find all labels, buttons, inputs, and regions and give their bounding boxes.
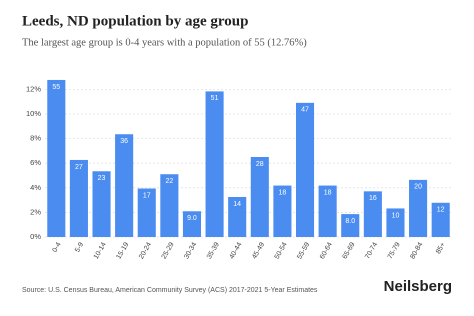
x-tick-label: 50-54 — [274, 241, 289, 260]
x-tick-label: 5-9 — [74, 241, 85, 253]
data-label: 18 — [279, 189, 287, 196]
data-label: 36 — [120, 138, 128, 145]
data-label: 22 — [165, 178, 173, 185]
x-tick-label: 15-19 — [115, 241, 130, 260]
data-label: 20 — [414, 184, 422, 191]
data-label: 12 — [437, 207, 445, 214]
x-tick-label: 65-69 — [342, 241, 357, 260]
x-tick-label: 30-34 — [183, 241, 198, 260]
source-note: Source: U.S. Census Bureau, American Com… — [22, 287, 318, 294]
y-tick-label: 0% — [30, 232, 41, 241]
x-tick-label: 10-14 — [93, 241, 108, 260]
y-tick-label: 12% — [26, 84, 41, 93]
x-tick-label: 80-84 — [409, 241, 424, 260]
y-tick-label: 4% — [30, 183, 41, 192]
y-tick-label: 2% — [30, 207, 41, 216]
bar — [115, 134, 134, 237]
bar — [137, 188, 156, 237]
x-tick-label: 40-44 — [229, 241, 244, 260]
x-tick-label: 45-49 — [251, 241, 266, 260]
data-label: 51 — [211, 95, 219, 102]
y-tick-label: 10% — [26, 109, 41, 118]
chart-title: Leeds, ND population by age group — [22, 13, 248, 29]
x-tick-label: 60-64 — [319, 241, 334, 260]
brand-logo: Neilsberg — [384, 278, 452, 295]
x-tick-label: 75-79 — [387, 241, 402, 260]
data-label: 55 — [52, 84, 60, 91]
data-label: 9.0 — [187, 215, 197, 222]
bar — [205, 91, 224, 238]
x-tick-label: 55-59 — [296, 241, 311, 260]
y-tick-label: 6% — [30, 158, 41, 167]
bar — [182, 211, 202, 237]
x-tick-label: 85+ — [435, 241, 447, 255]
bar — [160, 174, 179, 237]
x-tick-label: 20-24 — [138, 241, 153, 260]
data-label: 27 — [75, 164, 83, 171]
bar — [92, 171, 111, 237]
x-tick-label: 0-4 — [52, 241, 63, 253]
chart-subtitle: The largest age group is 0-4 years with … — [22, 37, 307, 48]
bar — [341, 214, 360, 237]
data-label: 17 — [143, 192, 151, 199]
bar — [273, 185, 292, 237]
bar — [295, 102, 315, 237]
data-label: 10 — [392, 212, 400, 219]
bar — [69, 159, 88, 237]
y-tick-label: 8% — [30, 134, 41, 143]
bar — [250, 157, 269, 237]
data-label: 47 — [301, 107, 309, 114]
data-label: 14 — [233, 201, 241, 208]
bar — [386, 208, 405, 237]
bar — [431, 202, 450, 237]
bar — [363, 191, 382, 237]
x-tick-label: 25-29 — [161, 241, 176, 260]
data-label: 18 — [324, 189, 332, 196]
data-label: 8.0 — [345, 218, 355, 225]
bar — [47, 79, 66, 237]
x-tick-label: 35-39 — [206, 241, 221, 260]
x-tick-label: 70-74 — [364, 241, 379, 260]
bar — [318, 185, 337, 237]
data-label: 28 — [256, 161, 264, 168]
data-label: 23 — [98, 175, 106, 182]
bar — [409, 179, 428, 237]
bar — [228, 197, 247, 237]
data-label: 16 — [369, 195, 377, 202]
